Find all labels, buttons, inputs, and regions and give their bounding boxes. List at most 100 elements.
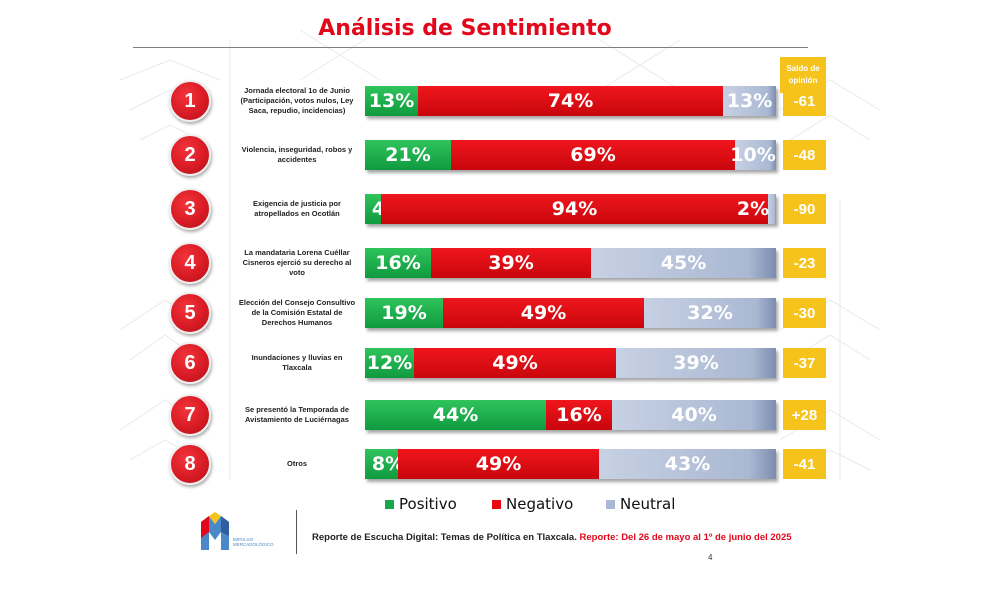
rank-badge: 3 (169, 188, 211, 230)
bar-segment-neutral (768, 194, 776, 224)
topic-label: Violencia, inseguridad, robos y accident… (241, 145, 353, 164)
stacked-bar: 16% 39% 45% (365, 248, 776, 278)
saldo-value: -48 (783, 140, 826, 170)
saldo-value: +28 (783, 400, 826, 430)
data-label-positivo: 8% (371, 453, 405, 475)
legend-label: Positivo (399, 495, 457, 513)
footer-report: Reporte de Escucha Digital: Temas de Pol… (312, 532, 577, 543)
saldo-value: -61 (783, 86, 826, 116)
chart-row: 6 Inundaciones y lluvias en Tlaxcala 12% 49… (0, 342, 1000, 384)
chart-row: 1 Jornada electoral 1o de Junio (Particip… (0, 80, 1000, 122)
legend-item-positivo: Positivo (385, 495, 457, 513)
footer-divider (296, 510, 297, 554)
bar-segment-neutral (616, 348, 776, 378)
data-label-negativo: 49% (475, 453, 522, 475)
chart-row: 8 Otros 8% 49% 43% -41 (0, 443, 1000, 485)
topic-label: Se presentó la Temporada de Avistamiento… (244, 405, 350, 424)
bar-segment-neutral (644, 298, 776, 328)
data-label-positivo: 21% (385, 144, 431, 166)
saldo-value: -23 (783, 248, 826, 278)
footer-period: Reporte: Del 26 de mayo al 1º de junio d… (579, 532, 792, 543)
data-label-neutral: 2% (736, 198, 770, 220)
stacked-bar: 8% 49% 43% (365, 449, 776, 479)
topic-label: Otros (286, 459, 307, 468)
legend-label: Negativo (506, 495, 574, 513)
bar-segment-negativo (431, 248, 591, 278)
bar-segment-neutral (591, 248, 776, 278)
legend-label: Neutral (620, 495, 676, 513)
data-label-neutral: 40% (671, 404, 717, 426)
legend-swatch-negativo (492, 499, 501, 509)
legend-item-negativo: Negativo (492, 495, 573, 513)
data-label-negativo: 49% (492, 352, 538, 374)
stacked-bar: 44% 16% 40% (365, 400, 776, 430)
chart-row: 5 Elección del Consejo Consultivo de la C… (0, 292, 1000, 334)
stacked-bar: 4%94%2% (365, 194, 776, 224)
legend-item-neutral: Neutral (606, 495, 675, 513)
legend-swatch-positivo (385, 499, 394, 509)
data-label-positivo: 19% (381, 302, 427, 324)
bar-segment-negativo (414, 348, 616, 378)
bar-segment-negativo (418, 86, 723, 116)
bar-segment-negativo (381, 194, 768, 224)
chart-legend: Positivo Negativo Neutral (0, 495, 1000, 515)
bar-segment-positivo (365, 298, 443, 328)
bar-segment-positivo (365, 400, 546, 430)
rank-badge: 2 (169, 134, 211, 176)
stacked-bar: 21% 69% 10% (365, 140, 776, 170)
bar-segment-neutral (723, 86, 776, 116)
chart-row: 4 La mandataria Lorena Cuéllar Cisneros e… (0, 242, 1000, 284)
data-label-neutral: 45% (660, 252, 707, 274)
stacked-bar: 12% 49% 39% (365, 348, 776, 378)
data-label-neutral: 13% (726, 90, 773, 112)
rank-badge: 8 (169, 443, 211, 485)
page-title: Análisis de Sentimiento (318, 16, 612, 41)
saldo-value: -30 (783, 298, 826, 328)
topic-label: La mandataria Lorena Cuéllar Cisneros ej… (242, 248, 352, 277)
saldo-value: -37 (783, 348, 826, 378)
data-label-positivo: 44% (432, 404, 479, 426)
chart-row: 3 Exigencia de justicia por atropellados … (0, 188, 1000, 230)
legend-swatch-neutral (606, 499, 615, 509)
bar-segment-neutral (599, 449, 776, 479)
topic-label: Exigencia de justicia por atropellados e… (253, 199, 341, 218)
data-label-positivo: 13% (368, 90, 415, 112)
rank-badge: 5 (169, 292, 211, 334)
page-number: 4 (708, 553, 713, 562)
bar-segment-positivo (365, 248, 431, 278)
bar-segment-neutral (612, 400, 776, 430)
footer-report-text: Reporte de Escucha Digital: Temas de Pol… (312, 532, 792, 543)
data-label-positivo: 16% (375, 252, 421, 274)
impulso-logo-icon (201, 512, 229, 550)
rank-badge: 4 (169, 242, 211, 284)
topic-label: Elección del Consejo Consultivo de la Co… (238, 298, 356, 327)
bar-segment-positivo (365, 86, 418, 116)
topic-label: Jornada electoral 1o de Junio (Participa… (240, 86, 354, 115)
bar-segment-positivo (365, 348, 414, 378)
logo-text: IMPULSO MERCADOLÓGICO (233, 537, 274, 547)
data-label-neutral: 43% (664, 453, 711, 475)
data-label-negativo: 49% (520, 302, 567, 324)
data-label-negativo: 74% (547, 90, 594, 112)
chart-row: 7 Se presentó la Temporada de Avistamient… (0, 394, 1000, 436)
bar-segment-negativo (546, 400, 612, 430)
data-label-neutral: 32% (687, 302, 733, 324)
saldo-value: -90 (783, 194, 826, 224)
rank-badge: 1 (169, 80, 211, 122)
bar-segment-negativo (398, 449, 599, 479)
title-divider (133, 47, 808, 48)
topic-label: Inundaciones y lluvias en Tlaxcala (251, 353, 343, 372)
rank-badge: 7 (169, 394, 211, 436)
data-label-positivo: 12% (366, 352, 413, 374)
data-label-negativo: 16% (556, 404, 602, 426)
data-label-neutral: 10% (730, 144, 776, 166)
bar-segment-positivo (365, 140, 451, 170)
data-label-negativo: 39% (488, 252, 534, 274)
bar-segment-negativo (443, 298, 644, 328)
data-label-neutral: 39% (673, 352, 719, 374)
bar-segment-negativo (451, 140, 735, 170)
bar-segment-positivo (365, 194, 381, 224)
data-label-negativo: 94% (551, 198, 598, 220)
bar-segment-neutral (735, 140, 776, 170)
bar-segment-positivo (365, 449, 398, 479)
